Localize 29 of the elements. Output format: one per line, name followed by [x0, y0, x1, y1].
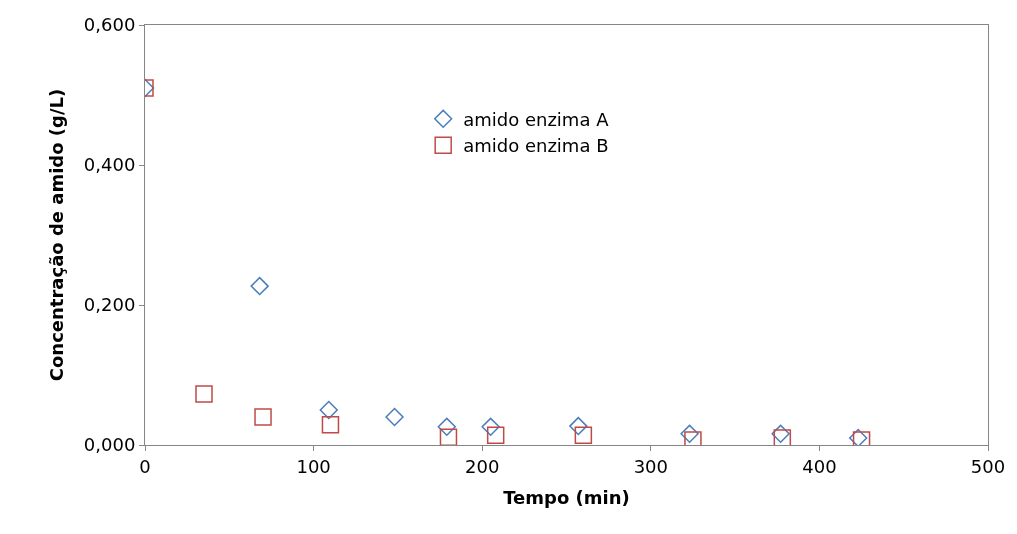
point: [385, 407, 404, 427]
x-tick-label: 300: [633, 455, 668, 477]
point: [254, 408, 272, 426]
point: [771, 424, 790, 443]
legend-label: amido enzima A: [463, 108, 610, 130]
point: [773, 429, 792, 445]
y-tick-label: 0,000: [83, 434, 136, 456]
point: [848, 428, 868, 445]
point: [319, 400, 338, 420]
point: [574, 426, 593, 444]
x-tick-label: 500: [970, 455, 1006, 477]
point: [680, 424, 699, 443]
point: [250, 276, 269, 296]
point: [437, 417, 456, 436]
y-tick-label: 0,400: [83, 154, 136, 176]
point: [486, 426, 505, 444]
x-tick-label: 200: [465, 455, 500, 477]
y-tick-label: 0,200: [83, 294, 136, 316]
x-tick-label: 100: [296, 455, 331, 477]
y-tick-label: 0,600: [83, 14, 136, 36]
point: [481, 417, 500, 436]
point: [321, 415, 340, 434]
point: [195, 385, 213, 403]
y-axis-title: Concentração de amido (g/L): [46, 88, 68, 382]
x-tick-label: 400: [802, 455, 837, 477]
x-axis-title: Tempo (min): [503, 486, 630, 508]
legend-label: amido enzima B: [463, 135, 609, 157]
point: [569, 416, 588, 436]
x-tick-label: 0: [139, 455, 151, 477]
